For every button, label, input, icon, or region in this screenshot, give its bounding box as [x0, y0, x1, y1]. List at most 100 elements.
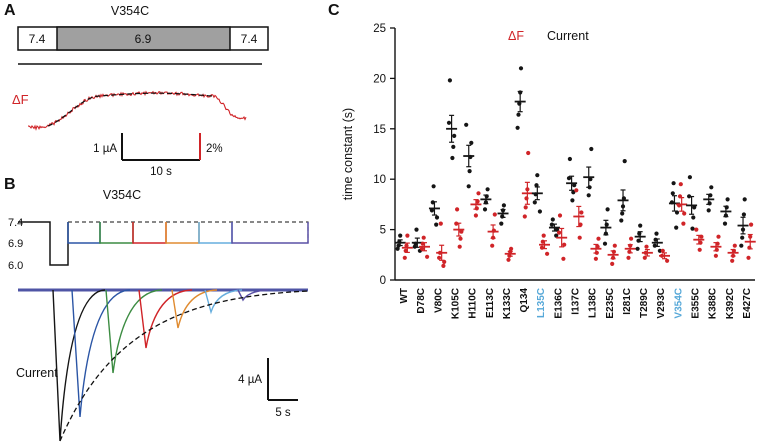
ph-right-label: 7.4	[241, 32, 258, 46]
point-current	[740, 235, 745, 240]
point-df	[405, 233, 410, 238]
point-df	[660, 248, 665, 253]
point-df	[716, 234, 721, 239]
point-current	[535, 173, 540, 178]
point-current	[501, 203, 506, 208]
point-df	[522, 214, 527, 219]
point-current	[431, 184, 436, 189]
fluorescence-trace	[28, 90, 247, 131]
point-current	[464, 122, 469, 127]
point-current	[739, 243, 744, 248]
point-current	[657, 248, 662, 253]
point-current	[725, 197, 730, 202]
x-category-label: V354C	[673, 288, 684, 319]
point-df	[419, 246, 425, 251]
point-df	[678, 182, 683, 187]
point-current	[570, 198, 575, 203]
y-axis-title: time constant (s)	[341, 108, 355, 200]
point-current	[571, 190, 576, 195]
scalebar-current-b-label: 4 µA	[238, 374, 262, 386]
panel-b-traces: V354C 7.4 6.9 6.0 Current 4 µA 5 s	[8, 188, 309, 442]
point-current	[741, 212, 746, 217]
panel-a-title: V354C	[111, 4, 149, 18]
point-current	[620, 211, 625, 216]
point-df	[577, 235, 582, 240]
point-df	[596, 236, 601, 241]
point-current	[670, 191, 675, 196]
x-category-label: E136C	[553, 288, 564, 319]
current-transient	[71, 289, 131, 418]
scalebar-time-b-label: 5 s	[275, 407, 291, 419]
point-current	[499, 221, 504, 226]
point-df	[562, 242, 567, 247]
point-df	[749, 222, 754, 227]
point-current	[709, 185, 714, 190]
panel-b-title: V354C	[103, 188, 141, 202]
legend-df-label: ΔF	[508, 29, 524, 43]
point-current	[602, 241, 608, 246]
current-transient	[52, 289, 106, 442]
point-current	[434, 222, 439, 227]
point-df	[476, 191, 481, 196]
scalebar-current-a-label: 1 µA	[93, 143, 117, 155]
legend-current-label: Current	[547, 29, 589, 43]
current-transient	[204, 289, 243, 315]
point-current	[467, 169, 472, 174]
decay-envelope-dashed	[59, 290, 309, 442]
point-df	[438, 221, 443, 226]
point-current	[516, 112, 521, 117]
x-category-label: K133C	[502, 288, 513, 319]
y-tick-label: 20	[373, 73, 386, 85]
protocol-step-black	[18, 221, 69, 266]
point-df	[730, 258, 735, 263]
point-df	[454, 221, 459, 226]
point-df	[626, 255, 631, 260]
point-df	[612, 243, 617, 248]
point-current	[638, 223, 643, 228]
point-current	[518, 66, 524, 71]
point-df	[682, 211, 687, 216]
point-df	[579, 210, 584, 215]
point-df	[697, 247, 702, 252]
point-current	[550, 217, 555, 222]
point-df	[557, 230, 562, 235]
point-current	[469, 140, 474, 145]
point-df	[629, 236, 634, 241]
protocol-step-colored	[231, 222, 309, 244]
point-df	[578, 222, 583, 227]
current-label: Current	[16, 366, 58, 380]
x-category-label: L135C	[536, 288, 547, 318]
point-current	[654, 231, 659, 236]
point-df	[455, 207, 460, 212]
point-df	[457, 244, 462, 249]
point-current	[482, 207, 488, 212]
point-current	[671, 181, 676, 186]
df-label: ΔF	[12, 92, 29, 107]
point-current	[554, 233, 559, 238]
x-category-label: K105C	[451, 288, 462, 319]
point-current	[687, 194, 692, 199]
point-current	[466, 184, 471, 189]
x-category-label: V293C	[656, 288, 667, 319]
x-category-label: E355C	[691, 288, 702, 319]
point-df	[545, 251, 550, 256]
point-current	[534, 183, 539, 188]
x-category-label: K392C	[725, 288, 736, 319]
point-current	[687, 175, 692, 180]
point-df	[732, 243, 737, 248]
point-df	[490, 243, 495, 248]
protocol-step-colored	[132, 222, 167, 244]
point-df	[681, 221, 686, 226]
point-df	[694, 227, 699, 232]
point-current	[691, 215, 696, 220]
point-df	[425, 254, 430, 259]
point-current	[635, 246, 640, 251]
y-tick-label: 10	[373, 174, 386, 186]
point-df	[574, 188, 579, 193]
point-current	[619, 218, 624, 223]
point-current	[692, 205, 697, 210]
point-df	[441, 263, 446, 268]
x-category-label: E113C	[485, 288, 496, 318]
x-category-label: T289C	[639, 288, 650, 318]
point-current	[690, 226, 695, 231]
